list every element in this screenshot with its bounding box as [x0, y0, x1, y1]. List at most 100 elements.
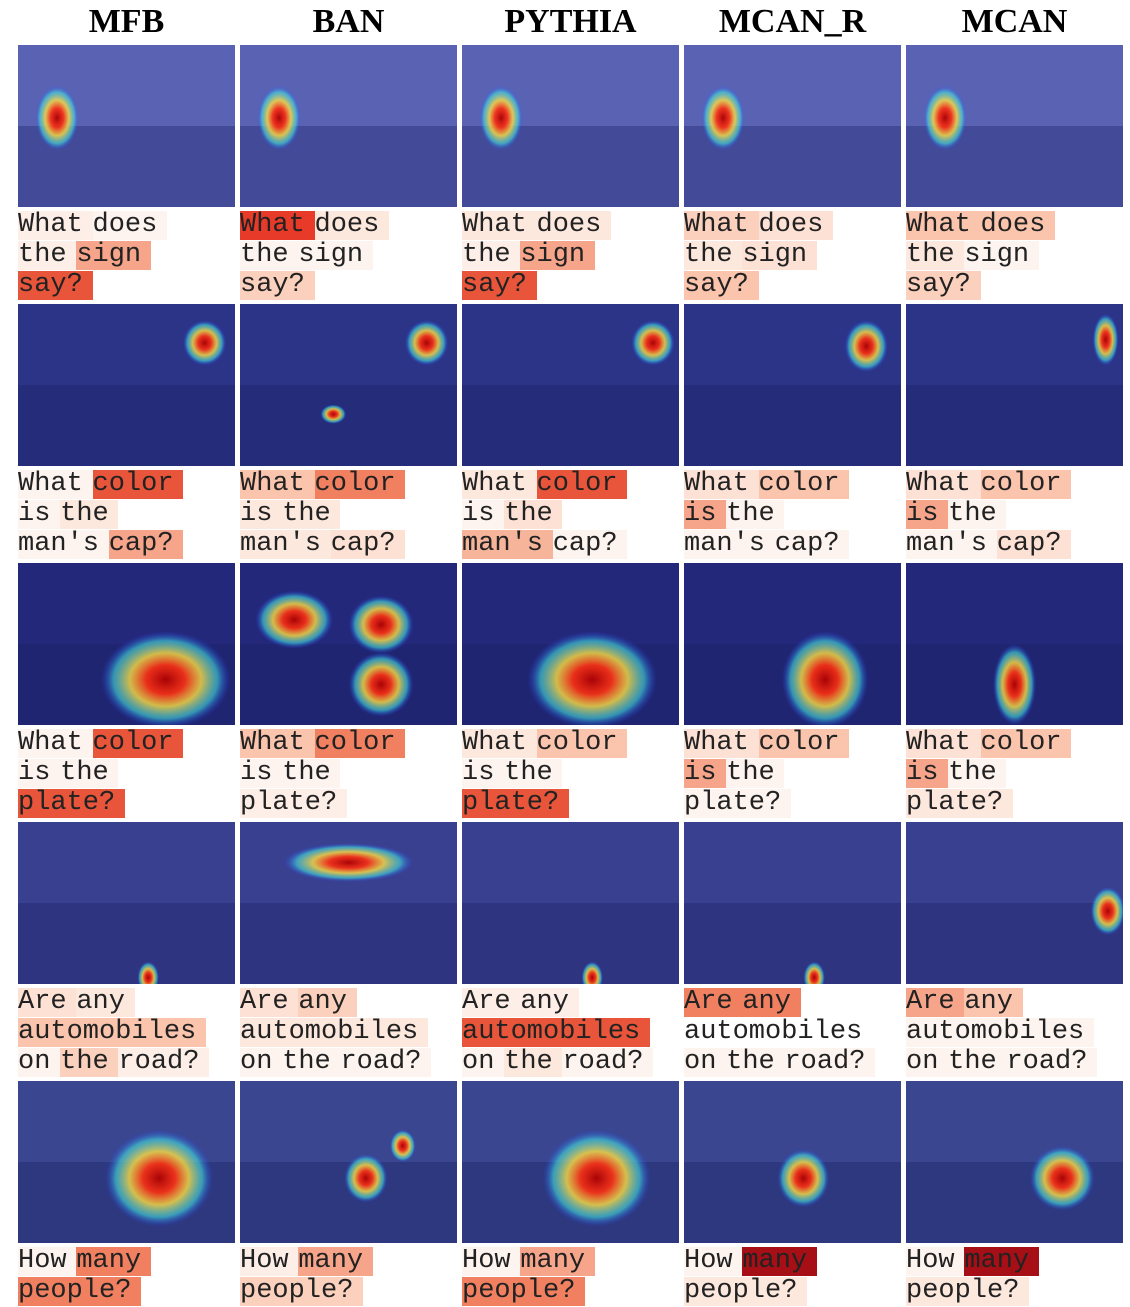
heat-blob: [35, 85, 79, 151]
attention-image: [18, 304, 235, 466]
heat-blob: [803, 961, 826, 984]
word: cap?: [774, 530, 850, 559]
heat-blob: [542, 1129, 651, 1227]
question: What color is the man's cap?: [18, 470, 258, 560]
attention-image: [684, 822, 901, 984]
word: cap?: [996, 530, 1072, 559]
image-shade: [684, 385, 901, 466]
word: road?: [340, 1048, 432, 1077]
question-line: What color: [240, 470, 480, 500]
question-line: the sign: [906, 241, 1130, 271]
word: the: [948, 759, 1007, 788]
question-line: is the: [240, 500, 480, 530]
question: What does the sign say?: [240, 211, 480, 301]
word: on: [240, 1048, 283, 1077]
question: What color is the plate?: [240, 729, 480, 819]
word: What: [240, 470, 315, 499]
word: the: [504, 759, 563, 788]
question-line: people?: [906, 1277, 1130, 1307]
word: sign: [742, 241, 817, 270]
word: color: [758, 470, 850, 499]
question-line: man's cap?: [18, 530, 258, 560]
word: the: [282, 759, 341, 788]
word: color: [92, 729, 184, 758]
word: the: [504, 500, 563, 529]
word: is: [462, 500, 505, 529]
question: Are any automobiles on the road?: [18, 988, 258, 1078]
column-header: MCAN: [961, 3, 1068, 40]
question: What color is the plate?: [462, 729, 702, 819]
word: What: [462, 470, 537, 499]
word: is: [684, 500, 727, 529]
word: color: [980, 470, 1072, 499]
heat-blob: [527, 631, 658, 725]
image-shade: [240, 903, 457, 984]
word: is: [906, 759, 949, 788]
word: automobiles: [684, 1018, 872, 1047]
attention-image: [240, 304, 457, 466]
word: is: [462, 759, 505, 788]
question-line: plate?: [18, 789, 258, 819]
word: does: [314, 211, 390, 240]
word: is: [906, 500, 949, 529]
image-shade: [906, 903, 1123, 984]
question-line: say?: [906, 271, 1130, 301]
word: Are: [906, 988, 965, 1017]
question: How many people?: [906, 1247, 1130, 1307]
heat-blob: [182, 320, 227, 366]
image-shade: [684, 903, 901, 984]
question-line: the sign: [18, 241, 258, 271]
heat-blob: [1092, 313, 1119, 366]
question: How many people?: [462, 1247, 702, 1307]
word: say?: [462, 271, 537, 300]
question-line: automobiles: [462, 1018, 702, 1048]
question-line: What color: [906, 729, 1130, 759]
word: road?: [784, 1048, 876, 1077]
word: What: [18, 211, 93, 240]
question-line: What color: [240, 729, 480, 759]
word: cap?: [108, 530, 184, 559]
word: say?: [240, 271, 315, 300]
question-line: automobiles: [18, 1018, 258, 1048]
word: How: [18, 1247, 77, 1276]
attention-image: [906, 563, 1123, 725]
question-line: say?: [240, 271, 480, 301]
question-line: man's cap?: [906, 530, 1130, 560]
question-line: man's cap?: [240, 530, 480, 560]
question-line: say?: [684, 271, 924, 301]
attention-image: [462, 563, 679, 725]
word: the: [282, 500, 341, 529]
question-line: man's cap?: [684, 530, 924, 560]
question-line: What color: [906, 470, 1130, 500]
question-line: people?: [18, 1277, 258, 1307]
attention-image: [906, 304, 1123, 466]
heat-blob: [479, 85, 523, 151]
image-shade: [240, 385, 457, 466]
question-line: is the: [684, 500, 924, 530]
question: Are any automobiles on the road?: [684, 988, 924, 1078]
word: any: [76, 988, 135, 1017]
word: plate?: [240, 789, 347, 818]
question-line: say?: [18, 271, 258, 301]
word: plate?: [684, 789, 791, 818]
question-line: on the road?: [462, 1048, 702, 1078]
word: automobiles: [906, 1018, 1094, 1047]
word: What: [906, 470, 981, 499]
word: How: [462, 1247, 521, 1276]
word: What: [684, 729, 759, 758]
word: How: [684, 1247, 743, 1276]
question-line: is the: [18, 759, 258, 789]
word: the: [60, 759, 119, 788]
word: the: [684, 241, 743, 270]
attention-image: [906, 822, 1123, 984]
word: does: [92, 211, 168, 240]
word: does: [758, 211, 834, 240]
word: color: [314, 470, 406, 499]
image-shade: [462, 903, 679, 984]
word: on: [462, 1048, 505, 1077]
question-line: How many: [18, 1247, 258, 1277]
word: What: [684, 470, 759, 499]
word: Are: [240, 988, 299, 1017]
word: the: [60, 1048, 119, 1077]
word: What: [462, 729, 537, 758]
